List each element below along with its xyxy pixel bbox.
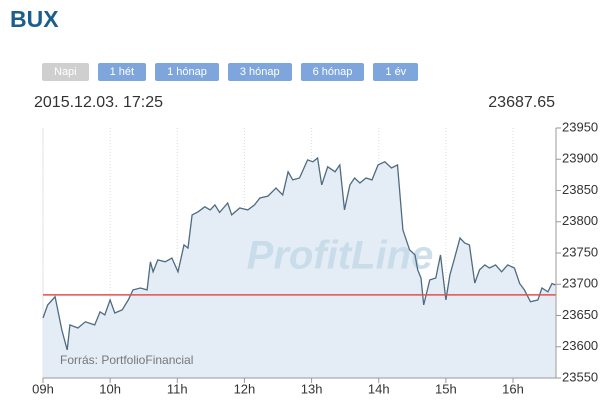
x-tick-label: 10h (99, 381, 121, 396)
y-tick-label: 23600 (562, 338, 598, 353)
range-button[interactable]: Napi (42, 63, 89, 81)
title: BUX (10, 6, 59, 32)
last-value: 23687.65 (488, 94, 555, 111)
range-button[interactable]: 6 hónap (300, 63, 365, 81)
range-button[interactable]: 3 hónap (227, 63, 292, 81)
range-button[interactable]: 1 hét (97, 63, 147, 81)
line (42, 156, 556, 351)
y-tick-label: 23800 (562, 213, 598, 228)
range-button[interactable]: 1 hónap (155, 63, 219, 81)
area (43, 158, 556, 378)
x-tick-label: 13h (301, 381, 323, 396)
y-tick-label: 23850 (562, 182, 598, 197)
y-tick-label: 23950 (562, 119, 598, 134)
x-tick-label: 16h (502, 381, 524, 396)
x-tick-label: 15h (435, 381, 457, 396)
y-tick-label: 23900 (562, 151, 598, 166)
x-tick-label: 14h (368, 381, 390, 396)
y-tick-label: 23550 (562, 369, 598, 384)
timestamp: 2015.12.03. 17:25 (34, 94, 164, 111)
x-tick-label: 09h (32, 381, 54, 396)
watermark: ProfitLine (247, 234, 434, 278)
x-tick-label: 12h (234, 381, 256, 396)
x-tick-label: 11h (167, 381, 188, 396)
y-tick-label: 23650 (562, 307, 598, 322)
range-buttons: Napi 1 hét 1 hónap 3 hónap 6 hónap 1 év (42, 63, 419, 81)
range-button[interactable]: 1 év (373, 63, 419, 81)
y-tick-label: 23750 (562, 244, 598, 259)
y-tick-label: 23700 (562, 276, 598, 291)
source-note: Forrás: PortfolioFinancial (60, 353, 193, 367)
